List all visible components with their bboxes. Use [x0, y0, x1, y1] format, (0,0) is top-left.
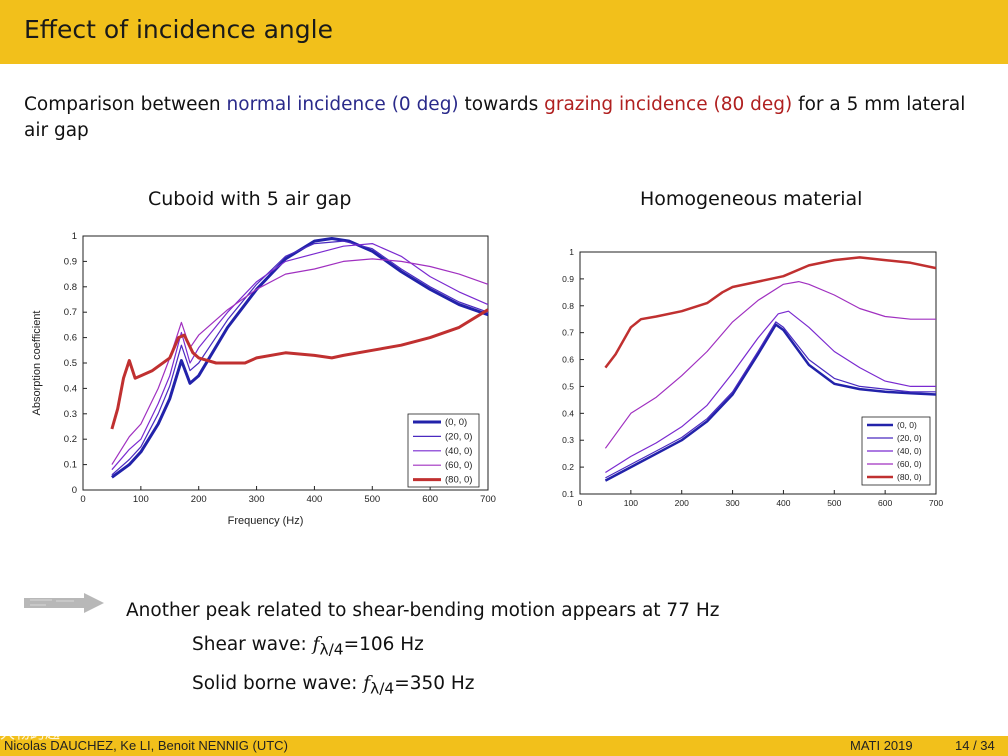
x-tick-label: 200 [675, 498, 689, 508]
note-peak: Another peak related to shear-bending mo… [126, 600, 720, 621]
intro-text-1: Comparison between [24, 94, 227, 115]
y-tick-label: 0.6 [562, 355, 574, 365]
y-tick-label: 0.8 [562, 301, 574, 311]
series-line [110, 308, 489, 430]
note-solid-f: f [363, 672, 371, 694]
intro-text-2: towards [458, 94, 545, 115]
slide-footer: Nicolas DAUCHEZ, Ke LI, Benoit NENNIG (U… [0, 736, 1008, 756]
y-tick-label: 0.2 [64, 434, 77, 445]
y-tick-label: 0.4 [562, 408, 574, 418]
chart-right: 0 100 200 300 400 500 600 700 0.1 0.2 0.3 0.4 0.5 0.6… [562, 247, 943, 508]
y-tick-label: 0.1 [562, 489, 574, 499]
x-tick-label: 400 [306, 494, 322, 505]
legend-label: (60, 0) [897, 459, 922, 469]
watermark: 大物跨越 [0, 724, 61, 742]
legend-label: (0, 0) [445, 417, 467, 428]
y-tick-label: 0 [72, 485, 77, 496]
intro-grazing-incidence: grazing incidence (80 deg) [544, 94, 793, 115]
footer-conference: MATI 2019 [850, 738, 913, 753]
y-tick-label: 0.3 [562, 435, 574, 445]
x-tick-label: 600 [422, 494, 438, 505]
legend-label: (40, 0) [445, 446, 472, 457]
x-tick-label: 100 [133, 494, 149, 505]
x-tick-label: 200 [191, 494, 207, 505]
x-tick-label: 400 [776, 498, 790, 508]
series-line [605, 310, 936, 474]
x-tick-label: 0 [578, 498, 583, 508]
note-shear-sub: λ/4 [319, 640, 344, 659]
y-tick-label: 0.4 [64, 383, 77, 394]
notes-block: Another peak related to shear-bending mo… [126, 594, 719, 705]
chart-left: 0 100 200 300 400 500 600 700 0 0.1 0.2 0.3 0.4 0.5 0.… [31, 231, 496, 527]
x-tick-label: 0 [80, 494, 85, 505]
x-tick-label: 300 [725, 498, 739, 508]
y-tick-label: 0.9 [562, 274, 574, 284]
slide-title: Effect of incidence angle [24, 15, 333, 44]
y-tick-label: 0.1 [64, 460, 77, 471]
series-line [604, 280, 936, 449]
note-solid-value: =350 Hz [394, 672, 475, 694]
chart-left-title: Cuboid with 5 air gap [148, 188, 352, 210]
y-tick-label: 0.2 [562, 462, 574, 472]
intro-normal-incidence: normal incidence (0 deg) [226, 94, 459, 115]
x-tick-label: 100 [624, 498, 638, 508]
x-tick-label: 500 [827, 498, 841, 508]
note-solid-sub: λ/4 [370, 679, 395, 698]
x-axis-label: Frequency (Hz) [228, 515, 304, 527]
x-tick-label: 700 [480, 494, 496, 505]
series-line [111, 258, 489, 465]
y-tick-label: 0.6 [64, 333, 77, 344]
intro-text-3: for a 5 mm lateral air gap [24, 94, 966, 141]
note-shear-wave: Shear wave: fλ/4=106 Hz [126, 628, 719, 667]
y-tick-label: 0.7 [562, 328, 574, 338]
intro-paragraph: Comparison between normal incidence (0 d… [24, 92, 974, 144]
legend-label: (80, 0) [897, 472, 922, 482]
note-shear-value: =106 Hz [343, 634, 424, 655]
series-line [604, 323, 937, 482]
x-tick-label: 700 [929, 498, 943, 508]
note-solid-prefix: Solid borne wave: [192, 672, 364, 694]
y-tick-label: 1 [569, 247, 574, 257]
legend-label: (0, 0) [897, 420, 917, 430]
legend-label: (20, 0) [445, 431, 472, 442]
y-tick-label: 0.5 [64, 358, 77, 369]
x-tick-label: 300 [249, 494, 265, 505]
chart-right-title: Homogeneous material [640, 188, 863, 210]
legend-label: (80, 0) [445, 475, 472, 486]
footer-page-number: 14 / 34 [955, 738, 995, 753]
y-axis-label: Absorption coefficient [31, 311, 43, 416]
y-tick-label: 1 [72, 231, 77, 242]
note-shear-f: f [312, 634, 320, 655]
note-solid-borne-wave: Solid borne wave: fλ/4=350 Hz [126, 667, 719, 706]
series-line [111, 243, 489, 471]
series-line [605, 321, 936, 479]
x-tick-label: 600 [878, 498, 892, 508]
legend-label: (60, 0) [445, 460, 472, 471]
footer-authors: Nicolas DAUCHEZ, Ke LI, Benoit NENNIG (U… [4, 738, 288, 753]
series-line [604, 256, 937, 369]
arrow-icon [24, 593, 104, 613]
series-line [111, 240, 489, 476]
y-tick-label: 0.8 [64, 282, 77, 293]
x-tick-label: 500 [364, 494, 380, 505]
note-shear-prefix: Shear wave: [192, 634, 313, 655]
slide-header: Effect of incidence angle [0, 0, 1008, 64]
legend-label: (20, 0) [897, 433, 922, 443]
y-tick-label: 0.5 [562, 381, 574, 391]
y-tick-label: 0.7 [64, 307, 77, 318]
y-tick-label: 0.9 [64, 256, 77, 267]
y-tick-label: 0.3 [64, 409, 77, 420]
legend-label: (40, 0) [897, 446, 922, 456]
